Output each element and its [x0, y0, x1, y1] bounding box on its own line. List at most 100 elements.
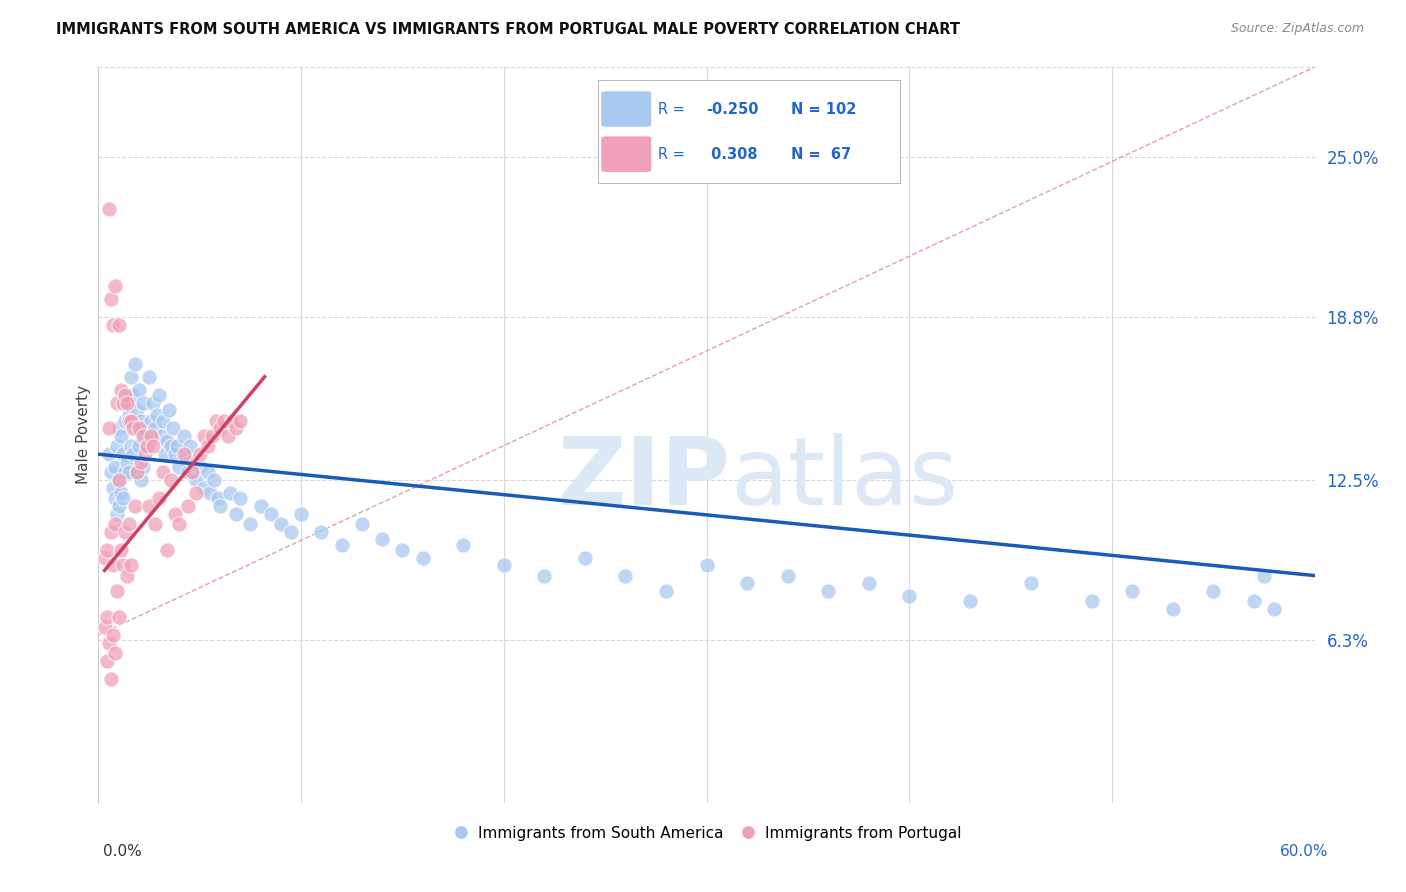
- Point: [118, 409, 141, 423]
- Point: [107, 421, 129, 435]
- Point: [104, 646, 127, 660]
- Point: [156, 542, 179, 557]
- Point: [350, 516, 373, 531]
- Point: [136, 440, 159, 454]
- FancyBboxPatch shape: [600, 91, 652, 128]
- Point: [107, 473, 129, 487]
- Point: [110, 429, 132, 443]
- Point: [107, 499, 129, 513]
- Point: [96, 654, 118, 668]
- Point: [148, 388, 170, 402]
- Point: [533, 568, 555, 582]
- Text: 0.0%: 0.0%: [103, 845, 142, 859]
- Point: [105, 584, 128, 599]
- Text: Source: ZipAtlas.com: Source: ZipAtlas.com: [1230, 22, 1364, 36]
- Point: [290, 507, 312, 521]
- Point: [412, 550, 434, 565]
- Point: [225, 421, 247, 435]
- Point: [176, 499, 198, 513]
- Point: [115, 455, 138, 469]
- Point: [110, 542, 132, 557]
- Point: [124, 421, 146, 435]
- Point: [129, 414, 152, 428]
- Y-axis label: Male Poverty: Male Poverty: [76, 385, 91, 484]
- Point: [111, 395, 134, 409]
- Point: [219, 486, 242, 500]
- Point: [155, 447, 177, 461]
- Point: [160, 440, 183, 454]
- Legend: Immigrants from South America, Immigrants from Portugal: Immigrants from South America, Immigrant…: [446, 819, 967, 847]
- Point: [162, 421, 184, 435]
- Point: [143, 516, 166, 531]
- Point: [125, 465, 148, 479]
- Point: [132, 429, 155, 443]
- Text: R =: R =: [658, 146, 689, 161]
- Text: IMMIGRANTS FROM SOUTH AMERICA VS IMMIGRANTS FROM PORTUGAL MALE POVERTY CORRELATI: IMMIGRANTS FROM SOUTH AMERICA VS IMMIGRA…: [56, 22, 960, 37]
- Point: [93, 550, 115, 565]
- Point: [201, 429, 224, 443]
- Point: [115, 395, 138, 409]
- Point: [97, 636, 120, 650]
- Point: [198, 486, 221, 500]
- Point: [391, 542, 413, 557]
- Point: [138, 369, 160, 384]
- Point: [128, 383, 150, 397]
- Point: [107, 473, 129, 487]
- Point: [209, 421, 232, 435]
- Point: [184, 473, 207, 487]
- Point: [96, 542, 118, 557]
- Point: [107, 318, 129, 332]
- Point: [173, 447, 195, 461]
- Point: [1121, 584, 1143, 599]
- Text: -0.250: -0.250: [706, 102, 759, 117]
- Point: [193, 481, 215, 495]
- Point: [114, 524, 136, 539]
- Point: [115, 568, 138, 582]
- Point: [696, 558, 718, 573]
- Point: [160, 473, 183, 487]
- Point: [166, 440, 188, 454]
- Point: [453, 538, 475, 552]
- Point: [114, 388, 136, 402]
- Point: [188, 460, 211, 475]
- Point: [371, 533, 394, 547]
- Point: [249, 499, 271, 513]
- Point: [184, 486, 207, 500]
- Point: [142, 440, 165, 454]
- Point: [100, 465, 122, 479]
- Point: [118, 516, 141, 531]
- Point: [180, 455, 202, 469]
- Point: [101, 318, 124, 332]
- Point: [93, 620, 115, 634]
- Point: [229, 414, 252, 428]
- Point: [132, 460, 155, 475]
- Point: [97, 447, 120, 461]
- Point: [202, 473, 225, 487]
- Point: [188, 447, 211, 461]
- Point: [101, 628, 124, 642]
- Point: [104, 516, 127, 531]
- Point: [152, 414, 174, 428]
- Point: [139, 414, 162, 428]
- Point: [110, 486, 132, 500]
- Point: [1161, 602, 1184, 616]
- Point: [1243, 594, 1265, 608]
- Point: [1253, 568, 1275, 582]
- Point: [97, 421, 120, 435]
- Point: [125, 403, 148, 417]
- Point: [124, 357, 146, 371]
- Point: [146, 409, 169, 423]
- Point: [134, 429, 156, 443]
- Point: [212, 414, 235, 428]
- Text: atlas: atlas: [731, 433, 959, 525]
- Point: [114, 414, 136, 428]
- FancyBboxPatch shape: [600, 136, 652, 173]
- Point: [197, 440, 219, 454]
- Point: [120, 369, 142, 384]
- Text: ZIP: ZIP: [558, 433, 731, 525]
- Point: [138, 499, 160, 513]
- Point: [122, 447, 145, 461]
- Point: [959, 594, 981, 608]
- Point: [260, 507, 283, 521]
- Text: N =  67: N = 67: [792, 146, 851, 161]
